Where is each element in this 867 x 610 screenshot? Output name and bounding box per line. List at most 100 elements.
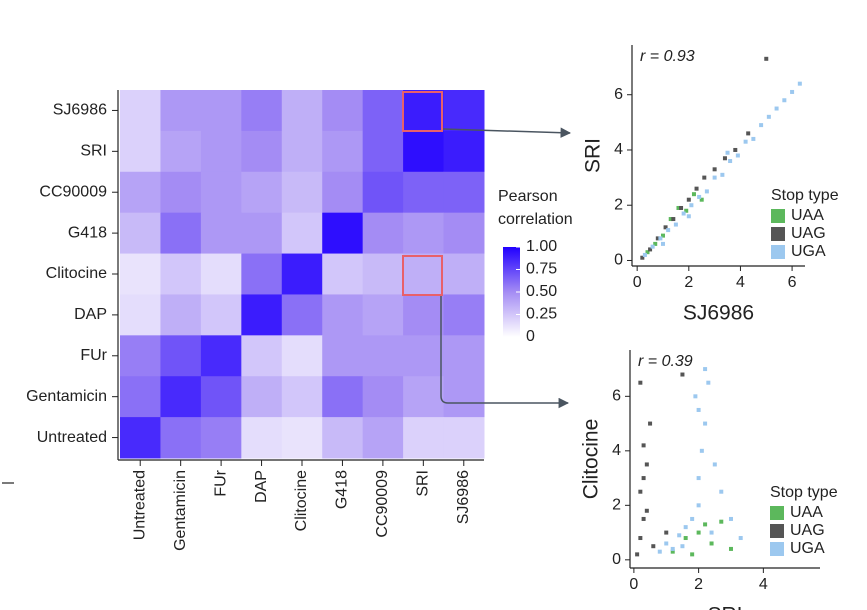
x-axis-label: SRI (707, 604, 742, 610)
point (702, 175, 707, 180)
heatmap-cell (362, 253, 404, 295)
point (642, 252, 647, 257)
point (680, 372, 685, 377)
column-label: SJ6986 (455, 470, 472, 524)
heatmap-cell (200, 130, 242, 173)
y-tick-label: 2 (614, 196, 623, 213)
point (728, 516, 733, 521)
legend-title: Stop type (771, 187, 839, 204)
y-tick-label: 4 (612, 442, 621, 459)
heatmap-cell (281, 212, 323, 255)
point (648, 247, 653, 252)
point (766, 114, 771, 119)
point (797, 81, 802, 86)
point (738, 536, 743, 541)
heatmap-cell (241, 212, 283, 255)
y-tick-label: 6 (614, 86, 623, 103)
x-tick-label: 0 (629, 576, 638, 593)
row-label: DAP (74, 306, 107, 323)
heatmap-cell (362, 130, 404, 173)
heatmap-cell (362, 90, 404, 132)
heatmap-cell (200, 253, 242, 295)
heatmap-cell (281, 90, 323, 132)
point (677, 533, 682, 538)
color-tick-label: 0.75 (526, 261, 557, 278)
point (690, 516, 695, 521)
y-tick-label: 0 (612, 551, 621, 568)
point (686, 214, 691, 219)
point (683, 536, 688, 541)
legend-title: Stop type (770, 484, 838, 501)
point (664, 530, 669, 535)
heatmap-cell (120, 212, 161, 255)
legend-label: UAA (790, 504, 823, 521)
legend-swatch (770, 542, 784, 556)
point (683, 525, 688, 530)
point (706, 380, 711, 385)
heatmap-cell (160, 90, 202, 132)
point (663, 225, 668, 230)
point (759, 123, 764, 128)
legend-label: UAA (791, 207, 824, 224)
heatmap-cell (443, 90, 485, 132)
heatmap-cell (200, 376, 242, 418)
heatmap-cell (241, 335, 283, 377)
heatmap-cell (403, 417, 445, 459)
column-label: FUr (212, 469, 229, 496)
annotation: r = 0.93 (640, 48, 695, 65)
legend-swatch (771, 227, 785, 241)
column-label: SRI (415, 470, 432, 497)
heatmap-cell (322, 417, 364, 459)
point (782, 98, 787, 103)
heatmap-cell (120, 294, 161, 336)
point (684, 208, 689, 213)
point (650, 244, 655, 249)
heatmap-cell (120, 171, 161, 214)
heatmap-cell (322, 253, 364, 295)
heatmap-cell (403, 376, 445, 418)
point (689, 203, 694, 208)
point (679, 205, 684, 210)
point (653, 241, 658, 246)
point (712, 462, 717, 467)
color-tick-label: 0.50 (526, 283, 557, 300)
heatmap-cell (322, 90, 364, 132)
heatmap-cell (322, 335, 364, 377)
point (712, 167, 717, 172)
heatmap-cell (281, 335, 323, 377)
point (673, 222, 678, 227)
heatmap-cell (160, 294, 202, 336)
point (691, 192, 696, 197)
color-bar (503, 247, 520, 337)
point (676, 205, 681, 210)
heatmap-cell (120, 376, 161, 418)
legend-swatch (770, 524, 784, 538)
point (645, 250, 650, 255)
point (638, 380, 643, 385)
heatmap-cell (403, 171, 445, 214)
heatmap-cell (160, 376, 202, 418)
heatmap-cell (322, 171, 364, 214)
color-tick-label: 0 (526, 328, 535, 345)
row-label: SRI (80, 143, 107, 160)
heatmap-cell (362, 212, 404, 255)
point (686, 197, 691, 202)
point (703, 421, 708, 426)
column-label: G418 (334, 470, 351, 509)
x-tick-label: 0 (633, 274, 642, 291)
heatmap-cell (362, 335, 404, 377)
point (696, 530, 701, 535)
heatmap-cell (160, 212, 202, 255)
x-tick-label: 2 (694, 576, 703, 593)
point (644, 508, 649, 513)
point (640, 255, 645, 260)
point (720, 172, 725, 177)
point (719, 489, 724, 494)
heatmap-cell (322, 212, 364, 255)
legend-title: Pearson (498, 188, 558, 205)
point (641, 476, 646, 481)
heatmap-cell (200, 417, 242, 459)
x-tick-label: 4 (736, 274, 745, 291)
point (660, 233, 665, 238)
point (696, 503, 701, 508)
